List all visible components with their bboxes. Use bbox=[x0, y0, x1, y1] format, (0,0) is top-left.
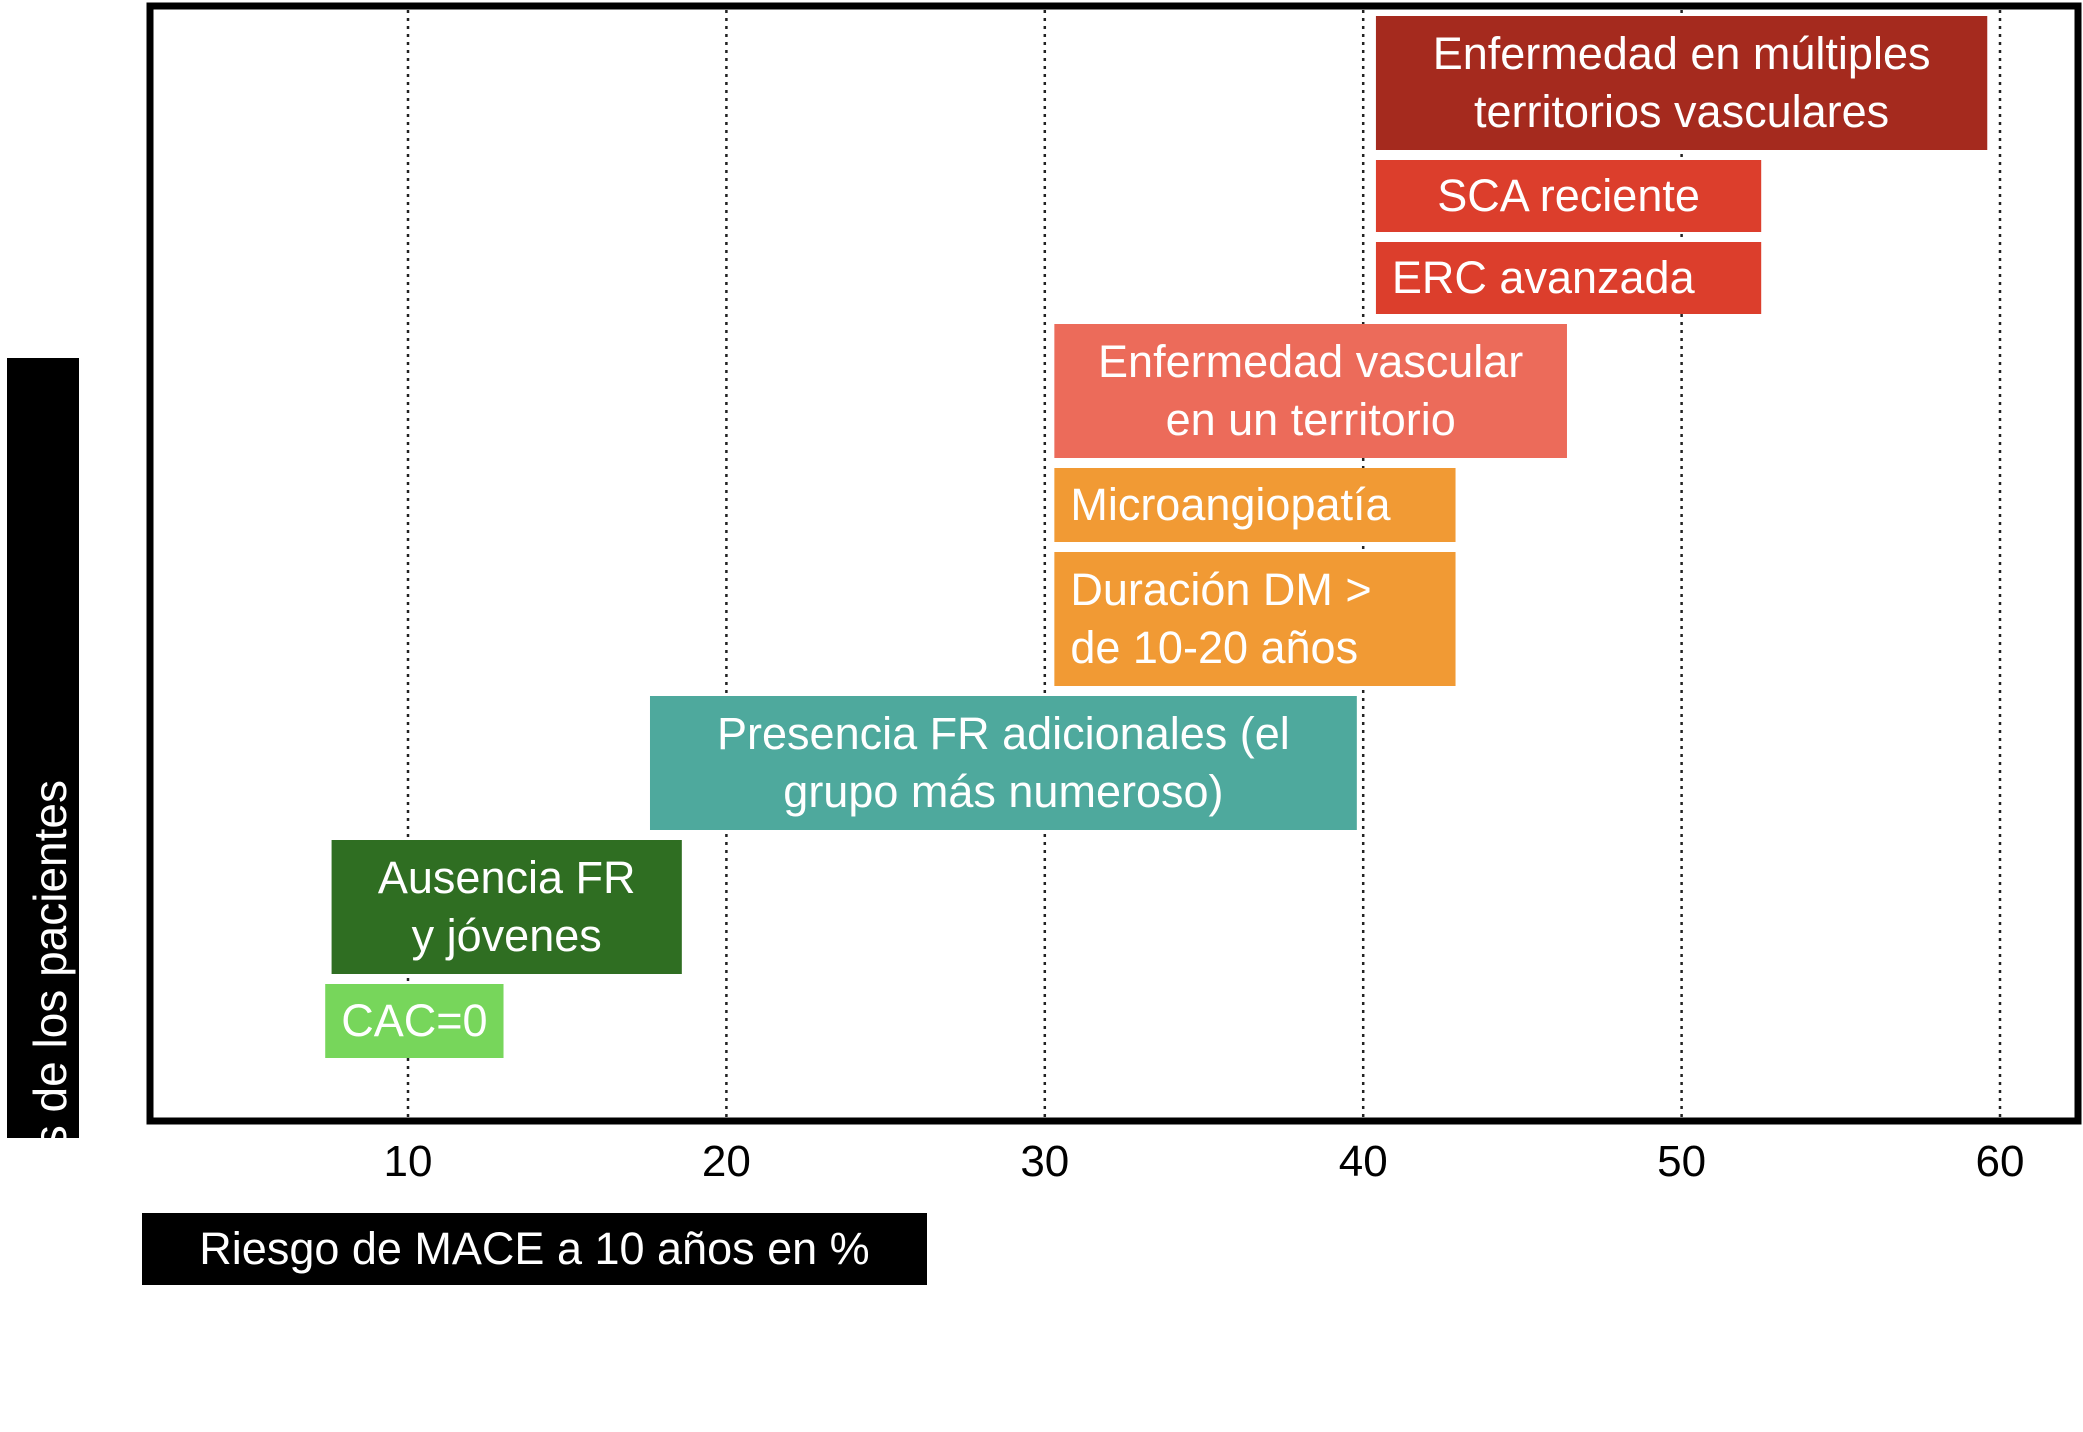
bar-label-line: y jóvenes bbox=[412, 910, 602, 961]
x-tick-label: 20 bbox=[702, 1137, 751, 1186]
bar-label: Duración DM > de 10-20 años bbox=[1070, 564, 1371, 673]
bar-label-line: territorios vasculares bbox=[1474, 86, 1889, 137]
x-tick-label: 40 bbox=[1339, 1137, 1388, 1186]
bar-label: SCA reciente bbox=[1437, 170, 1700, 221]
bar-label: ERC avanzada bbox=[1392, 252, 1696, 303]
x-tick-labels: 10 20 30 40 50 60 bbox=[384, 1137, 2025, 1186]
bar-label-line: en un territorio bbox=[1166, 394, 1456, 445]
chart-bars: Enfermedad en múltiples territorios vascu… bbox=[325, 16, 1988, 1058]
bar-label: Enfermedad vascular en un territorio bbox=[1098, 336, 1523, 445]
bar bbox=[649, 696, 1357, 830]
x-tick-label: 30 bbox=[1020, 1137, 1069, 1186]
bar bbox=[1054, 468, 1456, 542]
bar-label-line: Presencia FR adicionales (el bbox=[717, 708, 1290, 759]
bar-label: Enfermedad en múltiples territorios vascu… bbox=[1433, 28, 1931, 137]
bar-label-line: de 10-20 años bbox=[1070, 622, 1358, 673]
bar-label-line: ERC avanzada bbox=[1392, 252, 1696, 303]
bar-label-line: grupo más numeroso) bbox=[783, 766, 1223, 817]
bar-label-line: Ausencia FR bbox=[378, 852, 636, 903]
bar-label-line: Microangiopatía bbox=[1070, 479, 1391, 530]
bar-label: Presencia FR adicionales (el grupo más nu… bbox=[717, 708, 1290, 817]
bar bbox=[1375, 160, 1762, 232]
y-axis-label-box: Características de los pacientes bbox=[7, 358, 79, 1432]
x-axis-label: Riesgo de MACE a 10 años en % bbox=[142, 1213, 927, 1285]
bar bbox=[331, 840, 682, 974]
bar-label-line: CAC=0 bbox=[341, 995, 487, 1046]
x-tick-label: 50 bbox=[1657, 1137, 1706, 1186]
bar-label-line: Enfermedad vascular bbox=[1098, 336, 1523, 387]
bar-label-line: SCA reciente bbox=[1437, 170, 1700, 221]
bar-label: Ausencia FR y jóvenes bbox=[378, 852, 636, 961]
bar bbox=[325, 984, 504, 1058]
plot-frame bbox=[146, 2, 2082, 1125]
bar-label-line: Duración DM > bbox=[1070, 564, 1371, 615]
bar bbox=[1054, 552, 1456, 686]
x-tick-label: 10 bbox=[384, 1137, 433, 1186]
bar bbox=[1375, 16, 1988, 150]
bar-label: CAC=0 bbox=[341, 995, 487, 1046]
bar bbox=[1375, 242, 1762, 314]
y-axis-label: Características de los pacientes bbox=[24, 780, 76, 1432]
chart-canvas: Enfermedad en múltiples territorios vascu… bbox=[146, 2, 2082, 1186]
bar bbox=[1054, 324, 1567, 458]
bar-label-line: Enfermedad en múltiples bbox=[1433, 28, 1931, 79]
x-tick-label: 60 bbox=[1976, 1137, 2025, 1186]
bar-label: Microangiopatía bbox=[1070, 479, 1391, 530]
